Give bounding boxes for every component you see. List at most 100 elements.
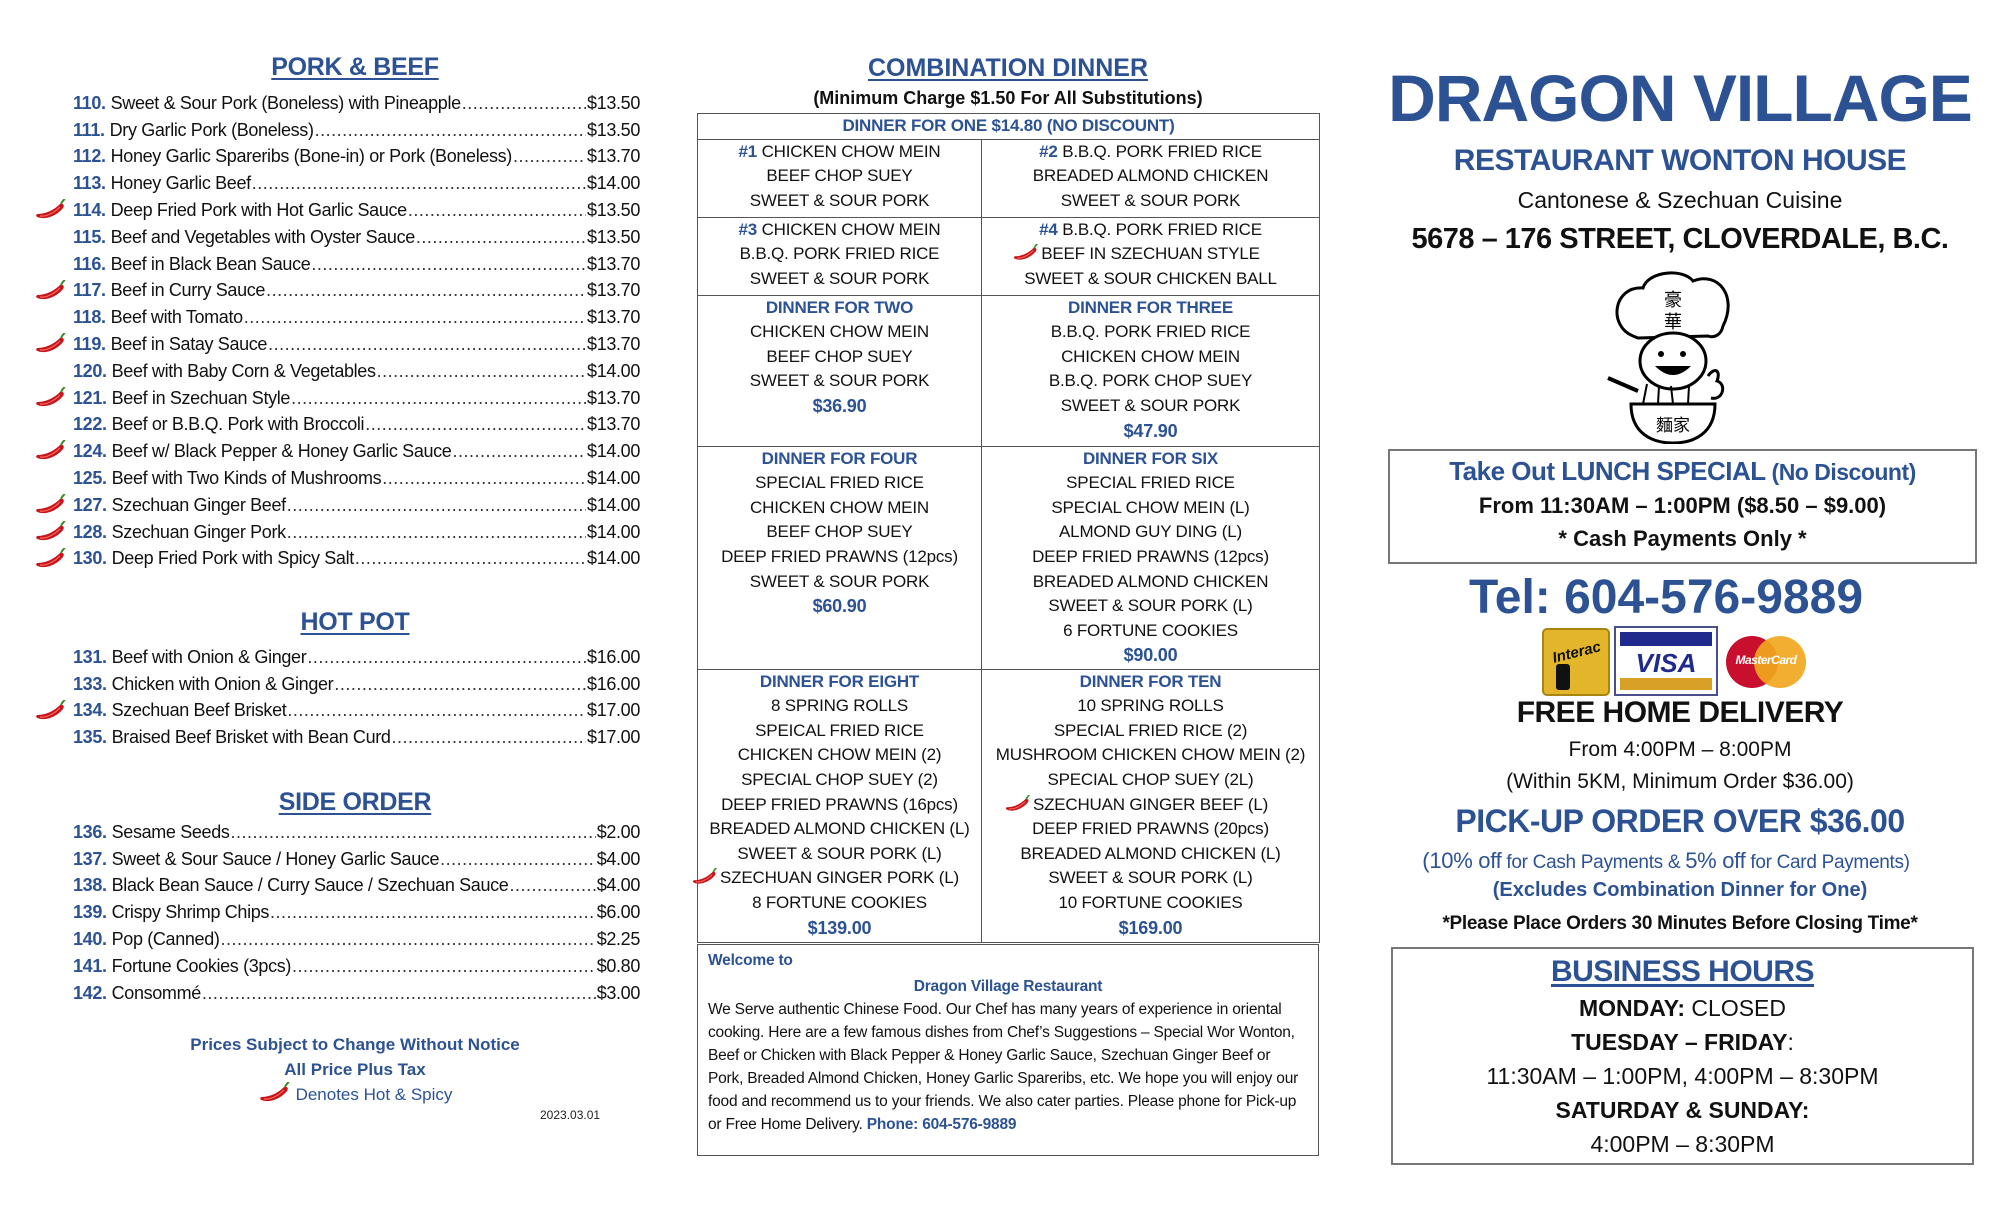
interac-logo: Interac xyxy=(1542,628,1610,696)
mastercard-logo: MasterCard xyxy=(1726,636,1806,688)
combo-dish: SWEET & SOUR CHICKEN BALL xyxy=(1024,268,1277,288)
combo-line: 6 FORTUNE COOKIES xyxy=(982,619,1319,644)
item-number: 122. xyxy=(73,414,107,435)
combo-dish: BREADED ALMOND CHICKEN (L) xyxy=(709,819,970,839)
hot-pot-list: 131.Beef with Onion & Ginger$16.00133.Ch… xyxy=(30,644,640,751)
item-name: Pop (Canned) xyxy=(111,929,220,950)
delivery-terms: (Within 5KM, Minimum Order $36.00) xyxy=(1506,770,1854,793)
combo-number: #1 xyxy=(738,141,758,161)
item-price: $16.00 xyxy=(587,646,640,667)
interac-label: Interac xyxy=(1550,638,1603,667)
pickup-exclusion: (Excludes Combination Dinner for One) xyxy=(1492,879,1868,901)
combo-dish: CHICKEN CHOW MEIN xyxy=(757,141,941,161)
item-number: 136. xyxy=(73,821,107,842)
combo-line: SPECIAL FRIED RICE (2) xyxy=(982,719,1319,744)
combo-dish: B.B.Q. PORK FRIED RICE xyxy=(1057,141,1262,161)
combo-row: DINNER FOR FOUR SPECIAL FRIED RICE CHICKEN… xyxy=(697,445,1321,670)
combo-dish: B.B.Q. PORK FRIED RICE xyxy=(1050,322,1251,342)
dot-leader xyxy=(221,929,596,950)
lunch-hours: From 11:30AM – 1:00PM ($8.50 – $9.00) xyxy=(1478,493,1887,518)
dot-leader xyxy=(355,548,586,569)
free-delivery-title: FREE HOME DELIVERY xyxy=(1516,696,1844,729)
welcome-restaurant-name: Dragon Village Restaurant xyxy=(913,978,1103,995)
section-title-hot-pot: HOT POT xyxy=(300,608,410,636)
item-number: 115. xyxy=(73,226,106,247)
welcome-body: We Serve authentic Chinese Food. Our Che… xyxy=(708,998,1308,1136)
welcome-text: We Serve authentic Chinese Food. Our Che… xyxy=(708,1001,1299,1133)
combo-number: #4 xyxy=(1039,219,1058,239)
menu-item: 134.Szechuan Beef Brisket $17.00 xyxy=(30,698,640,725)
menu-item: 118.Beef with Tomato $13.70 xyxy=(30,304,640,331)
combo-line: MUSHROOM CHICKEN CHOW MEIN (2) xyxy=(982,743,1319,768)
telephone[interactable]: Tel: 604-576-9889 xyxy=(1468,571,1864,624)
chili-pepper-icon xyxy=(36,199,66,219)
weekend-hours: 4:00PM – 8:30PM xyxy=(1590,1131,1775,1157)
menu-item: 111.Dry Garlic Pork (Boneless) $13.50 xyxy=(30,117,640,144)
combo-dish: SPECIAL FRIED RICE (2) xyxy=(1053,720,1248,740)
svg-text:豪: 豪 xyxy=(1664,290,1682,311)
restaurant-subtitle: RESTAURANT WONTON HOUSE xyxy=(1453,144,1907,177)
combo-dish: B.B.Q. PORK FRIED RICE xyxy=(739,244,940,264)
combo-dish: MUSHROOM CHICKEN CHOW MEIN (2) xyxy=(995,745,1306,765)
tax-note: All Price Plus Tax xyxy=(284,1060,426,1079)
combo-dish: SWEET & SOUR PORK (L) xyxy=(1048,596,1253,616)
payment-cards: Interac VISA MasterCard xyxy=(1542,626,1812,696)
combination-dinner-title: COMBINATION DINNER xyxy=(867,54,1149,82)
combo-cell: #3 CHICKEN CHOW MEIN B.B.Q. PORK FRIED RI… xyxy=(697,216,982,296)
dot-leader xyxy=(513,146,586,167)
item-number: 138. xyxy=(73,875,107,896)
menu-item: 122.Beef or B.B.Q. Pork with Broccoli $13… xyxy=(30,412,640,439)
chili-pepper-icon xyxy=(1005,794,1030,811)
item-name: Sesame Seeds xyxy=(111,821,230,842)
item-name: Beef with Tomato xyxy=(110,307,244,328)
item-price: $17.00 xyxy=(587,727,640,748)
combo-line: SPECIAL CHOW MEIN (L) xyxy=(982,496,1319,521)
combo-dish: SPECIAL CHOP SUEY (2) xyxy=(741,769,938,789)
combo-cell: DINNER FOR EIGHT 8 SPRING ROLLS SPEICAL FR… xyxy=(692,668,982,943)
menu-item: 137. Sweet & Sour Sauce / Honey Garlic Sa… xyxy=(30,846,640,873)
item-price: $13.50 xyxy=(587,119,640,140)
item-price: $2.00 xyxy=(596,821,641,842)
item-name: Beef with Two Kinds of Mushrooms xyxy=(111,468,382,489)
combo-line: ALMOND GUY DING (L) xyxy=(982,520,1319,545)
combo-dish: 6 FORTUNE COOKIES xyxy=(1063,620,1238,640)
combo-line: 10 FORTUNE COOKIES xyxy=(982,891,1319,916)
welcome-phone[interactable]: Phone: 604-576-9889 xyxy=(866,1116,1017,1133)
item-name: Beef in Black Bean Sauce xyxy=(110,253,311,274)
item-price: $14.00 xyxy=(587,441,640,462)
item-number: 118. xyxy=(73,307,106,328)
item-price: $13.70 xyxy=(587,146,640,167)
menu-item: 117.Beef in Curry Sauce $13.70 xyxy=(30,278,640,305)
combo-dish: SPECIAL FRIED RICE xyxy=(1066,473,1235,493)
item-number: 116. xyxy=(73,253,106,274)
menu-item: 131.Beef with Onion & Ginger $16.00 xyxy=(30,644,640,671)
cash-only-note: * Cash Payments Only * xyxy=(1558,526,1807,551)
item-name: Beef or B.B.Q. Pork with Broccoli xyxy=(111,414,365,435)
address: 5678 – 176 STREET, CLOVERDALE, B.C. xyxy=(1411,223,1949,255)
hours-tue-fri-label: TUESDAY – FRIDAY: xyxy=(1393,1029,1972,1056)
card-discount: 5% off xyxy=(1685,848,1746,873)
menu-item: 125.Beef with Two Kinds of Mushrooms $14.… xyxy=(30,465,640,492)
combo-row: #1 CHICKEN CHOW MEIN BEEF CHOP SUEY SWEET … xyxy=(697,138,1321,218)
dot-leader xyxy=(202,983,596,1004)
combo-dish: CHICKEN CHOW MEIN xyxy=(750,497,929,517)
combo-line: B.B.Q. PORK CHOP SUEY xyxy=(982,369,1319,394)
combo-dish: SWEET & SOUR PORK xyxy=(1060,190,1241,210)
item-number: 113. xyxy=(73,173,106,194)
item-price: $13.50 xyxy=(587,226,640,247)
item-price: $13.50 xyxy=(587,200,640,221)
item-number: 110. xyxy=(73,92,106,113)
combo-title: DINNER FOR THREE xyxy=(1068,297,1233,317)
dot-leader xyxy=(365,414,586,435)
menu-item: 133.Chicken with Onion & Ginger $16.00 xyxy=(30,671,640,698)
item-name: Dry Garlic Pork (Boneless) xyxy=(109,119,314,140)
item-price: $14.00 xyxy=(587,173,640,194)
combo-dish: B.B.Q. PORK CHOP SUEY xyxy=(1048,371,1253,391)
weekend-label: SATURDAY & SUNDAY: xyxy=(1555,1097,1810,1123)
dot-leader xyxy=(382,468,586,489)
combo-line: SWEET & SOUR PORK xyxy=(982,394,1319,419)
menu-item: 120.Beef with Baby Corn & Vegetables $14.… xyxy=(30,358,640,385)
combo-dish: SWEET & SOUR PORK xyxy=(749,571,930,591)
combo-price: $47.90 xyxy=(1123,420,1178,441)
combo-dish: SPEICAL FRIED RICE xyxy=(755,720,924,740)
